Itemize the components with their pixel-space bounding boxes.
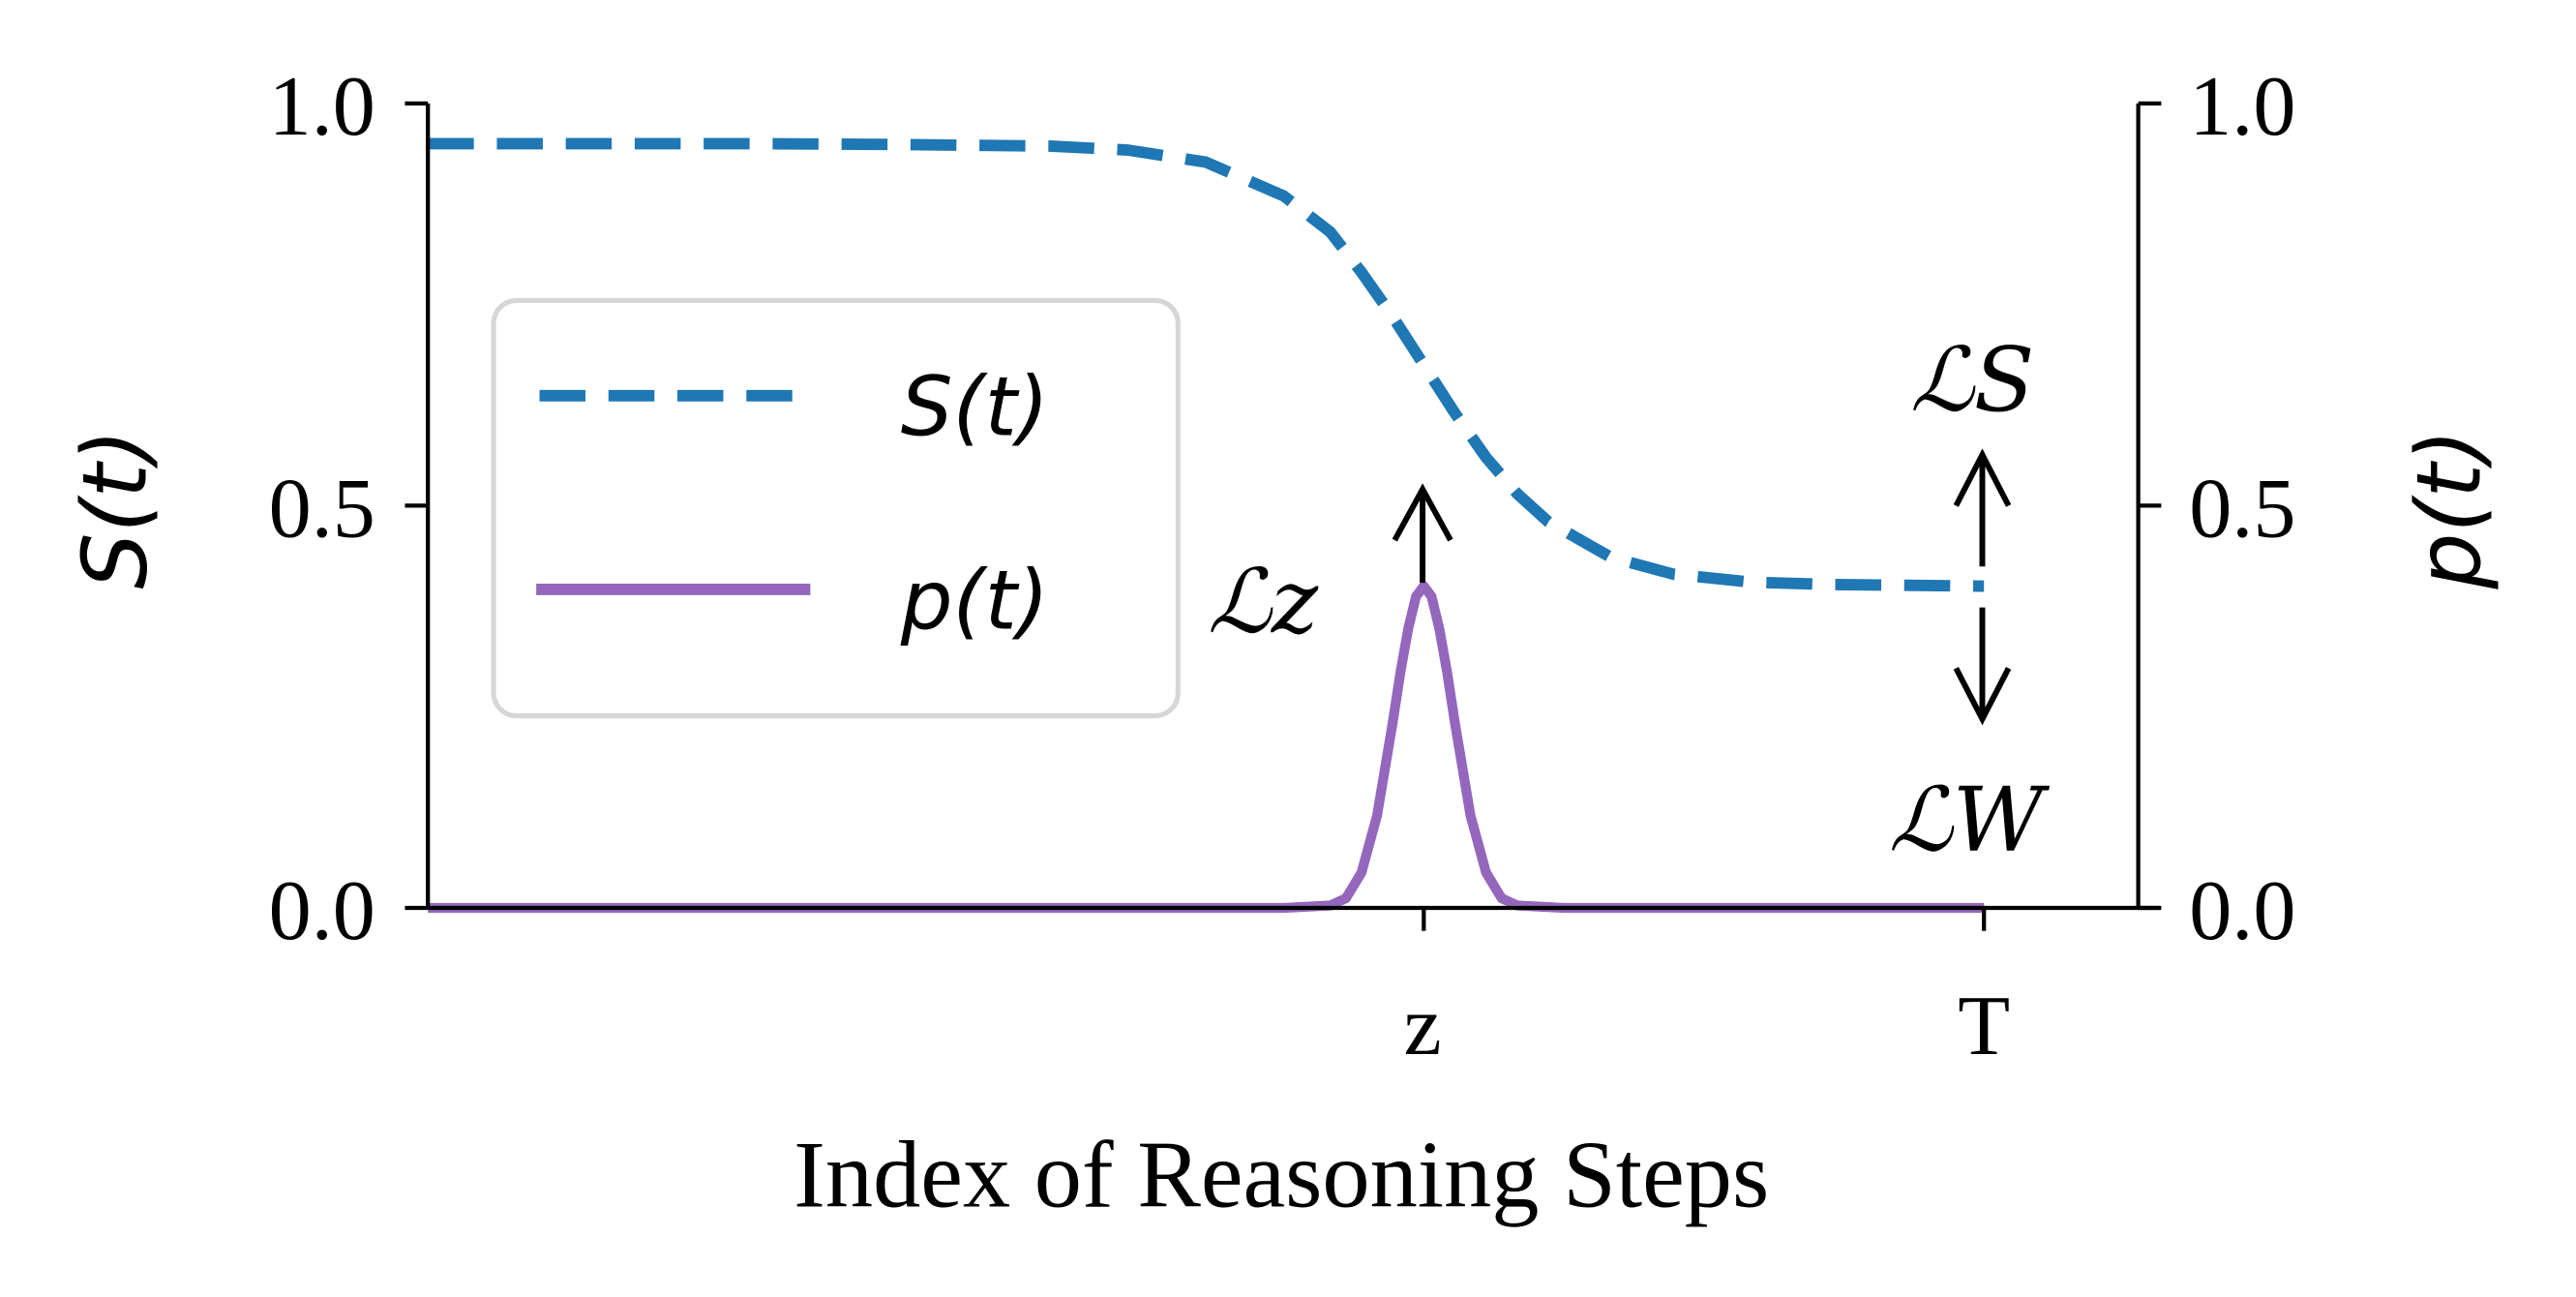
y-left-tick-label: 0.5 (269, 462, 375, 557)
y-left-tick-label: 0.0 (269, 863, 375, 958)
annotation-lz: ℒz (1208, 483, 1453, 653)
annotation-lw: ℒW (1889, 607, 2051, 872)
annotation-label-lw: ℒW (1889, 769, 2051, 872)
x-tick-label-T: T (1958, 979, 2010, 1073)
series-line-p (428, 581, 1985, 914)
legend-label-p: p(t) (900, 554, 1049, 649)
y-right-tick-label: 1.0 (2189, 59, 2295, 154)
y-right-tick-label: 0.0 (2189, 863, 2295, 958)
series-line-s (428, 137, 1985, 592)
arrow-up-head (1953, 448, 2012, 507)
y-left-tick-label: 1.0 (269, 59, 375, 154)
legend: S(t) p(t) (491, 297, 1181, 719)
y-right-axis-title: p(t) (2397, 429, 2501, 590)
arrow-up-head (1392, 483, 1453, 542)
annotation-label-lz: ℒz (1208, 550, 1319, 653)
x-axis-title: Index of Reasoning Steps (794, 1123, 1769, 1228)
annotation-label-ls: ℒS (1910, 328, 2035, 432)
arrow-down-head (1953, 666, 2012, 726)
annotation-ls: ℒS (1910, 328, 2035, 567)
series-layer (428, 137, 1985, 914)
y-right-tick-label: 0.5 (2189, 462, 2295, 557)
y-left-axis-title: S(t) (63, 429, 166, 589)
legend-box (491, 297, 1181, 719)
ticks (404, 101, 2162, 931)
x-tick-label-z: z (1404, 979, 1442, 1073)
legend-label-s: S(t) (901, 359, 1049, 455)
